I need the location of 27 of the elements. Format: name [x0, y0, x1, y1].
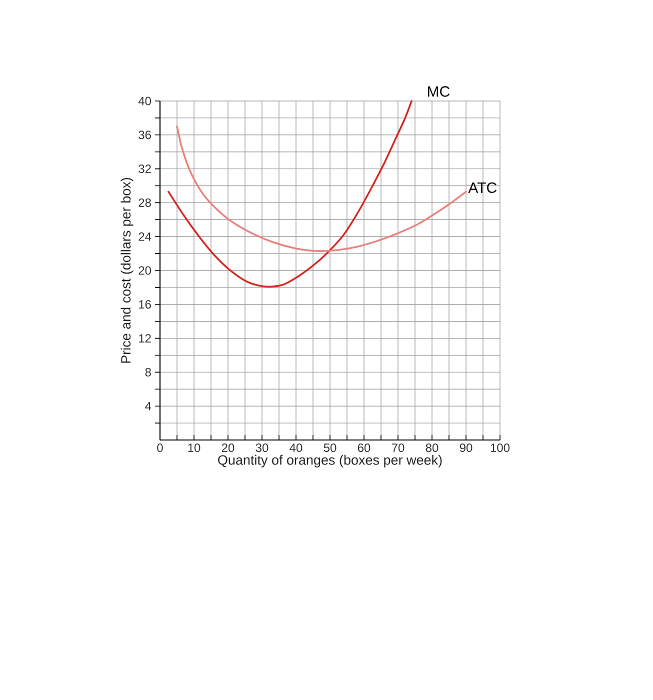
- y-tick-label: 4: [145, 402, 152, 410]
- y-tick-label: 24: [138, 232, 152, 241]
- x-tick-label: 70: [392, 444, 404, 452]
- x-tick-label: 50: [324, 444, 336, 452]
- y-tick-label: 36: [138, 130, 151, 140]
- y-tick-label: 20: [138, 266, 152, 275]
- series-label: MC: [428, 86, 450, 97]
- line-series: [168, 100, 413, 288]
- x-tick-label: 90: [460, 444, 472, 452]
- x-tick-label: 60: [358, 444, 370, 452]
- y-axis-title: Price and cost (dollars per box): [120, 178, 134, 363]
- series-label: ATC: [468, 182, 497, 193]
- line-series: [176, 126, 467, 252]
- y-tick-label: 28: [138, 198, 151, 207]
- x-axis-title: Quantity of oranges (boxes per week): [218, 454, 442, 468]
- y-tick-label: 16: [139, 300, 151, 309]
- x-tick-label: 30: [256, 444, 268, 452]
- x-tick-label: 40: [290, 444, 302, 452]
- y-tick-label: 12: [139, 334, 151, 342]
- y-tick-label: 8: [145, 368, 151, 376]
- y-tick-label: 40: [138, 96, 152, 106]
- x-tick-label: 80: [426, 444, 438, 452]
- x-tick-label: 20: [222, 444, 234, 452]
- y-tick-label: 32: [138, 164, 151, 174]
- x-tick-label: 100: [490, 444, 510, 452]
- x-tick-label: 0: [157, 444, 163, 452]
- x-tick-label: 10: [188, 444, 200, 452]
